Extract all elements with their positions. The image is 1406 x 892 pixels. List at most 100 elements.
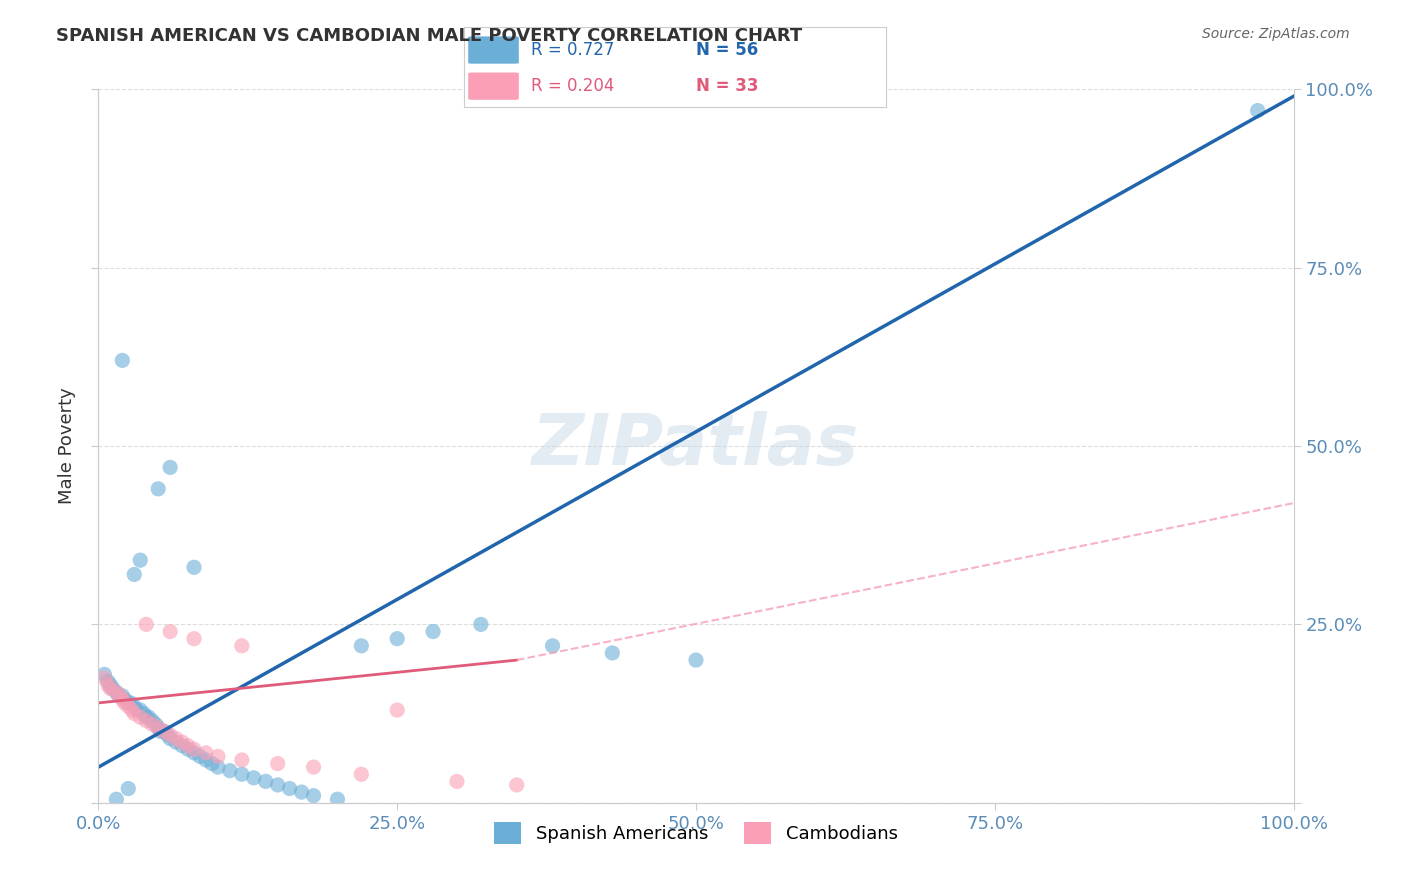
FancyBboxPatch shape bbox=[468, 37, 519, 63]
Point bbox=[195, 753, 218, 767]
Point bbox=[153, 724, 176, 739]
Point bbox=[159, 731, 181, 746]
Point bbox=[105, 685, 128, 699]
Point bbox=[153, 724, 176, 739]
Point bbox=[117, 781, 139, 796]
Point bbox=[302, 760, 325, 774]
Point bbox=[385, 703, 409, 717]
Point bbox=[98, 681, 122, 696]
Point bbox=[165, 735, 187, 749]
Point bbox=[326, 792, 349, 806]
Point bbox=[117, 696, 139, 710]
Point bbox=[97, 678, 120, 692]
Point bbox=[422, 624, 444, 639]
Point bbox=[135, 710, 157, 724]
Point bbox=[108, 689, 131, 703]
Point bbox=[183, 632, 205, 646]
Point bbox=[183, 746, 205, 760]
Point bbox=[207, 760, 229, 774]
Point bbox=[506, 778, 529, 792]
Point bbox=[291, 785, 314, 799]
Point bbox=[129, 553, 152, 567]
Point bbox=[172, 735, 194, 749]
Point bbox=[231, 753, 253, 767]
Point bbox=[685, 653, 707, 667]
Point bbox=[97, 674, 120, 689]
Point bbox=[195, 746, 218, 760]
Point bbox=[243, 771, 266, 785]
Point bbox=[350, 639, 373, 653]
Point bbox=[172, 739, 194, 753]
Point bbox=[145, 717, 167, 731]
Point bbox=[446, 774, 468, 789]
Point bbox=[470, 617, 492, 632]
Point bbox=[129, 710, 152, 724]
Point bbox=[254, 774, 277, 789]
Point bbox=[267, 778, 290, 792]
Point bbox=[121, 703, 143, 717]
Point bbox=[183, 742, 205, 756]
Point bbox=[231, 639, 253, 653]
Point bbox=[124, 706, 146, 721]
Point bbox=[177, 739, 200, 753]
Point bbox=[111, 689, 134, 703]
Point bbox=[188, 749, 211, 764]
Point bbox=[138, 710, 160, 724]
Point bbox=[101, 681, 124, 696]
Point bbox=[141, 717, 163, 731]
Point bbox=[165, 731, 187, 746]
Text: N = 56: N = 56 bbox=[696, 41, 758, 59]
Legend: Spanish Americans, Cambodians: Spanish Americans, Cambodians bbox=[486, 814, 905, 851]
Point bbox=[148, 721, 170, 735]
Point bbox=[159, 624, 181, 639]
Point bbox=[148, 482, 170, 496]
Point bbox=[114, 696, 136, 710]
Point bbox=[231, 767, 253, 781]
Text: R = 0.727: R = 0.727 bbox=[531, 41, 614, 59]
Point bbox=[93, 671, 115, 685]
Point bbox=[267, 756, 290, 771]
Point bbox=[156, 728, 179, 742]
Point bbox=[278, 781, 301, 796]
Point bbox=[207, 749, 229, 764]
Text: ZIPatlas: ZIPatlas bbox=[533, 411, 859, 481]
Point bbox=[105, 685, 128, 699]
Point bbox=[159, 460, 181, 475]
Text: Source: ZipAtlas.com: Source: ZipAtlas.com bbox=[1202, 27, 1350, 41]
Text: SPANISH AMERICAN VS CAMBODIAN MALE POVERTY CORRELATION CHART: SPANISH AMERICAN VS CAMBODIAN MALE POVER… bbox=[56, 27, 803, 45]
Point bbox=[149, 724, 172, 739]
Point bbox=[350, 767, 373, 781]
Point bbox=[302, 789, 325, 803]
Point bbox=[541, 639, 564, 653]
Point bbox=[117, 699, 139, 714]
Point bbox=[114, 692, 136, 706]
Point bbox=[1247, 103, 1270, 118]
Text: R = 0.204: R = 0.204 bbox=[531, 78, 614, 95]
Point bbox=[98, 678, 122, 692]
Point bbox=[201, 756, 224, 771]
Point bbox=[148, 721, 170, 735]
Y-axis label: Male Poverty: Male Poverty bbox=[58, 388, 76, 504]
Point bbox=[159, 728, 181, 742]
Point bbox=[124, 699, 146, 714]
Point bbox=[124, 567, 146, 582]
Point bbox=[111, 353, 134, 368]
Point bbox=[602, 646, 624, 660]
Point bbox=[129, 703, 152, 717]
Point bbox=[107, 689, 129, 703]
Point bbox=[219, 764, 242, 778]
Point bbox=[385, 632, 409, 646]
Point bbox=[125, 703, 148, 717]
Point bbox=[111, 692, 134, 706]
Point bbox=[177, 742, 200, 756]
Point bbox=[135, 714, 157, 728]
Point bbox=[93, 667, 115, 681]
Text: N = 33: N = 33 bbox=[696, 78, 758, 95]
Point bbox=[120, 696, 142, 710]
Point bbox=[183, 560, 205, 574]
Point bbox=[132, 706, 155, 721]
Point bbox=[105, 792, 128, 806]
FancyBboxPatch shape bbox=[468, 72, 519, 100]
Point bbox=[135, 617, 157, 632]
Point bbox=[141, 714, 163, 728]
